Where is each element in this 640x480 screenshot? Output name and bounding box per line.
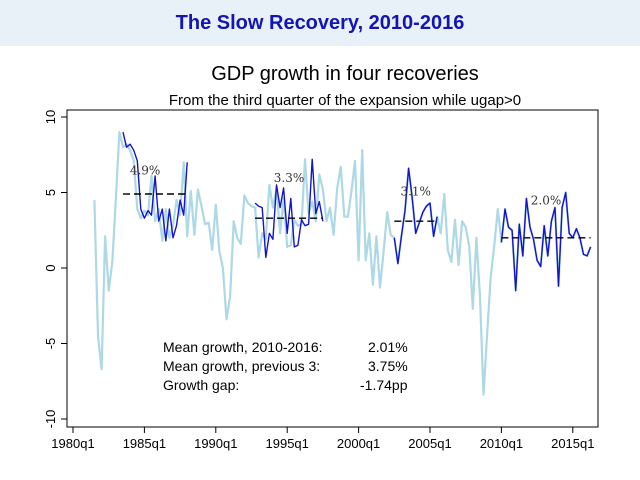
- x-tick-label: 2010q1: [480, 436, 523, 451]
- x-tick-label: 1980q1: [51, 436, 94, 451]
- y-tick-label: 0: [43, 264, 58, 271]
- series-layer: [93, 131, 592, 396]
- stat-label-3: Growth gap:: [163, 377, 239, 393]
- x-tick-label: 1995q1: [266, 436, 309, 451]
- stats-panel: Mean growth, 2010-2016: 2.01% Mean growt…: [163, 339, 408, 393]
- x-tick-label: 2015q1: [551, 436, 594, 451]
- stat-value-2: 3.75%: [368, 358, 408, 374]
- plot-frame: [66, 109, 599, 428]
- series-line-recovery-1983: [122, 131, 188, 242]
- series-line-recovery-2003: [393, 167, 438, 265]
- y-axis: -10 -5 0 5 10: [43, 110, 67, 429]
- y-tick-label: -10: [43, 410, 58, 429]
- mean-label-recovery-2010: 2.0%: [531, 194, 562, 208]
- stat-value-1: 2.01%: [368, 339, 408, 355]
- x-tick-label: 1985q1: [123, 436, 166, 451]
- stat-label-1: Mean growth, 2010-2016:: [163, 339, 323, 355]
- x-tick-label: 2005q1: [408, 436, 451, 451]
- x-axis: 1980q1 1985q1 1990q1 1995q1 2000q1 2005q1 2010…: [51, 427, 594, 451]
- series-line-recovery-1993: [254, 158, 324, 259]
- stat-value-3: -1.74pp: [360, 377, 408, 393]
- chart-title: GDP growth in four recoveries: [211, 63, 479, 85]
- x-tick-label: 1990q1: [194, 436, 237, 451]
- banner-title: The Slow Recovery, 2010-2016: [175, 12, 465, 34]
- y-tick-label: -5: [43, 338, 58, 350]
- mean-label-recovery-1993: 3.3%: [274, 171, 305, 185]
- stat-label-2: Mean growth, previous 3:: [163, 358, 320, 374]
- series-line-recovery-2010: [500, 191, 592, 292]
- y-tick-label: 10: [43, 110, 58, 124]
- mean-label-recovery-2003: 3.1%: [400, 184, 431, 198]
- mean-label-recovery-1983: 4.9%: [130, 163, 161, 177]
- x-tick-label: 2000q1: [337, 436, 380, 451]
- mean-layer: 4.9% 3.3% 3.1% 2.0%: [122, 163, 591, 239]
- title-banner: The Slow Recovery, 2010-2016: [0, 0, 640, 46]
- y-tick-label: 5: [43, 189, 58, 196]
- chart-subtitle: From the third quarter of the expansion …: [169, 92, 521, 109]
- series-line-all-quarters: [93, 131, 592, 396]
